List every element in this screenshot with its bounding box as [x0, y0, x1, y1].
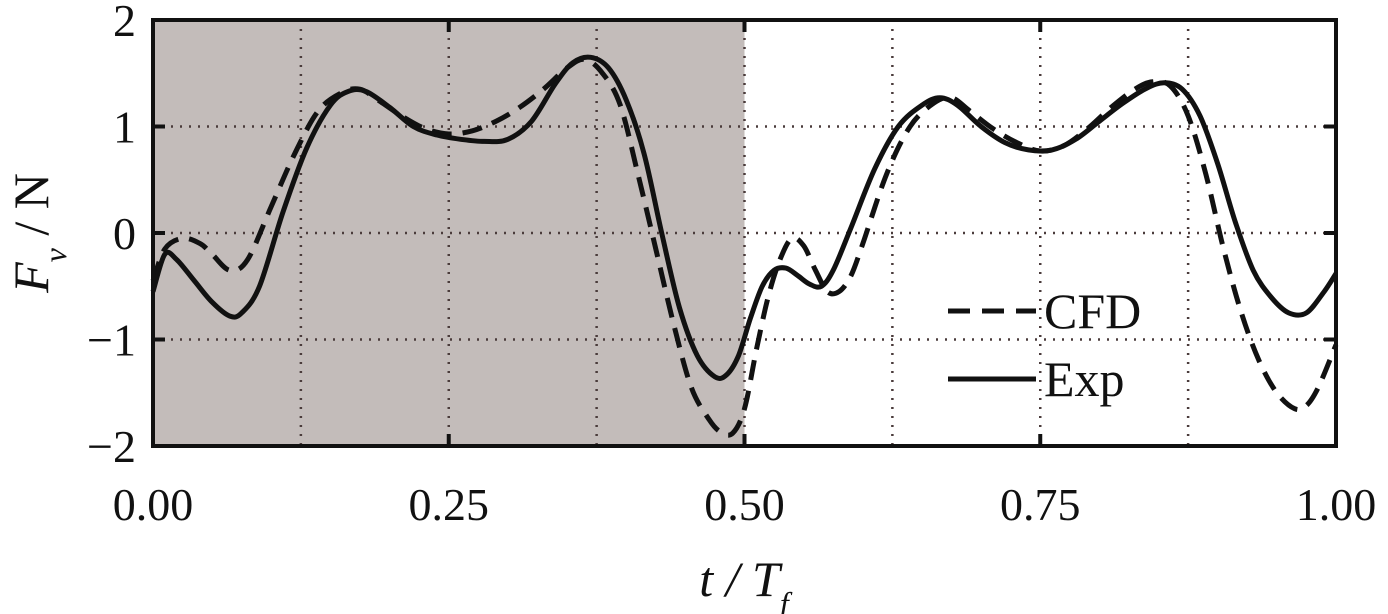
x-axis-label: t / Tf	[699, 551, 793, 614]
y-axis-label: Fv / N	[3, 173, 73, 294]
x-tick-label: 0.00	[113, 479, 194, 530]
series-line-exp	[150, 54, 1339, 381]
y-tick-label: 2	[113, 0, 136, 46]
legend: CFD Exp	[948, 283, 1141, 407]
legend-label-exp: Exp	[1044, 351, 1125, 407]
shaded-region	[153, 20, 745, 446]
legend-label-cfd: CFD	[1044, 283, 1141, 339]
y-tick-label: 0	[113, 208, 136, 259]
y-tick-label: −1	[87, 315, 136, 366]
series-group	[150, 54, 1339, 438]
y-tick-labels: −2 −1 0 1 2	[87, 0, 136, 472]
x-tick-label: 0.50	[704, 479, 785, 530]
y-tick-label: 1	[113, 102, 136, 153]
x-tick-label: 0.75	[1000, 479, 1081, 530]
x-tick-labels: 0.00 0.25 0.50 0.75 1.00	[113, 479, 1377, 530]
tick-marks	[151, 18, 1338, 448]
y-tick-label: −2	[87, 421, 136, 472]
x-tick-label: 0.25	[409, 479, 490, 530]
x-tick-label: 1.00	[1296, 479, 1377, 530]
